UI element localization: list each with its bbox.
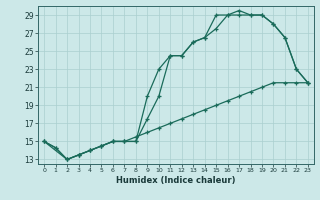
X-axis label: Humidex (Indice chaleur): Humidex (Indice chaleur) bbox=[116, 176, 236, 185]
